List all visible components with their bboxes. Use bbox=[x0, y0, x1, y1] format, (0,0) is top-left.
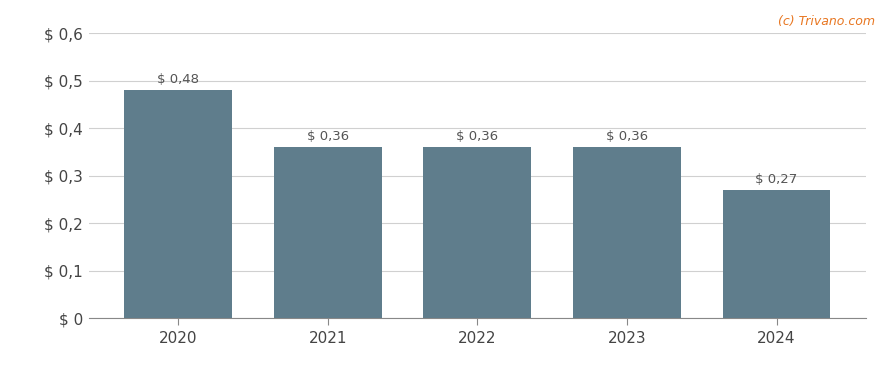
Bar bbox=[124, 90, 232, 318]
Bar bbox=[573, 147, 681, 318]
Text: $ 0,36: $ 0,36 bbox=[456, 130, 498, 143]
Text: (c) Trivano.com: (c) Trivano.com bbox=[778, 15, 875, 28]
Bar bbox=[274, 147, 382, 318]
Bar bbox=[723, 190, 830, 318]
Bar bbox=[424, 147, 531, 318]
Text: $ 0,27: $ 0,27 bbox=[756, 173, 797, 186]
Text: $ 0,36: $ 0,36 bbox=[606, 130, 648, 143]
Text: $ 0,48: $ 0,48 bbox=[157, 73, 199, 86]
Text: $ 0,36: $ 0,36 bbox=[306, 130, 349, 143]
